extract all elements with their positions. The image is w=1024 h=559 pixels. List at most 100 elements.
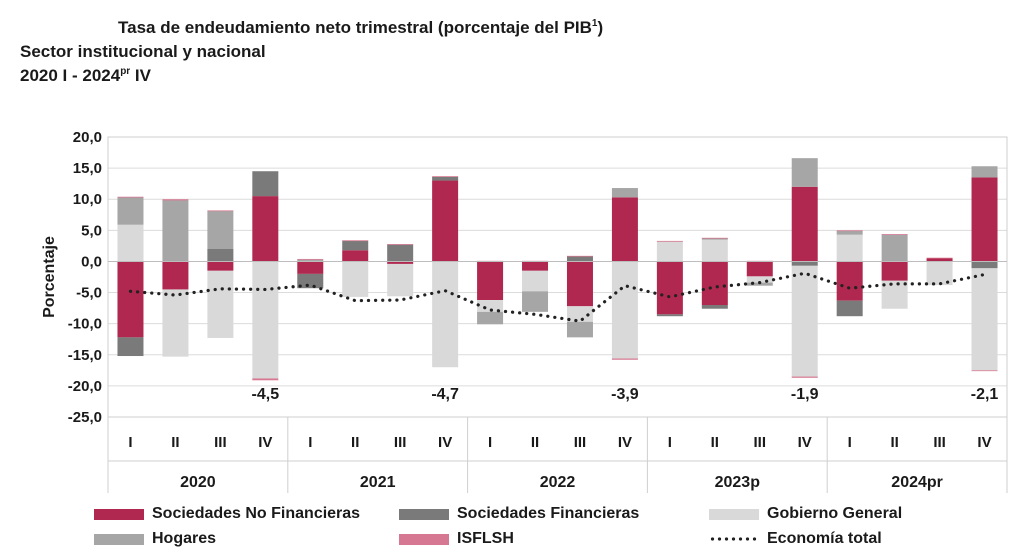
bar-sociedades-financieras <box>701 305 728 309</box>
bar-sociedades-financieras <box>836 300 863 317</box>
x-tick-label: IV <box>977 434 991 451</box>
bar-gobierno-general <box>477 300 504 312</box>
x-tick-label: I <box>308 434 312 451</box>
legend-dotted-line <box>709 537 759 541</box>
y-tick-label: -5,0 <box>76 285 102 302</box>
x-tick-label: I <box>488 434 492 451</box>
legend-label: ISFLSH <box>457 530 514 547</box>
bar-isflsh <box>342 240 369 242</box>
legend-swatch <box>399 533 449 545</box>
x-tick-label: III <box>394 434 407 451</box>
legend-label: Sociedades Financieras <box>457 505 640 522</box>
legend-swatch <box>94 508 144 520</box>
x-tick-label: I <box>848 434 852 451</box>
bar-sociedades-financieras <box>432 176 459 181</box>
data-label: -4,7 <box>431 386 459 403</box>
bar-gobierno-general <box>656 241 683 262</box>
bar-isflsh <box>207 210 234 212</box>
bar-sociedades-no-financieras <box>656 261 683 315</box>
bar-hogares <box>162 200 189 262</box>
x-tick-label: IV <box>258 434 272 451</box>
bar-sociedades-no-financieras <box>791 186 818 262</box>
legend-swatch <box>94 533 144 545</box>
bar-gobierno-general <box>926 261 953 286</box>
bar-sociedades-no-financieras <box>297 261 324 274</box>
x-tick-label: II <box>171 434 179 451</box>
bar-hogares <box>971 166 998 178</box>
bar-sociedades-financieras <box>971 261 998 269</box>
x-tick-label: II <box>351 434 359 451</box>
data-label: -2,1 <box>971 386 999 403</box>
bar-gobierno-general <box>252 261 279 379</box>
year-label: 2020 <box>180 474 216 491</box>
bar-sociedades-no-financieras <box>971 177 998 262</box>
legend-label: Hogares <box>152 530 217 547</box>
y-tick-label: -15,0 <box>68 347 102 364</box>
x-tick-label: I <box>128 434 132 451</box>
bar-hogares <box>566 321 593 338</box>
bar-gobierno-general <box>162 289 189 357</box>
bar-sociedades-no-financieras <box>162 261 189 290</box>
y-tick-label: 5,0 <box>81 222 102 239</box>
data-label: -1,9 <box>791 386 819 403</box>
bar-sociedades-financieras <box>252 171 279 197</box>
bar-gobierno-general <box>117 224 144 262</box>
bar-isflsh <box>701 237 728 239</box>
legend-item: Economía total <box>709 530 882 548</box>
legend-swatch <box>399 508 449 520</box>
y-tick-label: 20,0 <box>73 129 102 146</box>
bar-isflsh <box>971 370 998 372</box>
bar-isflsh <box>656 240 683 242</box>
x-tick-label: I <box>668 434 672 451</box>
y-tick-label: -20,0 <box>68 378 102 395</box>
legend-item: ISFLSH <box>399 530 514 548</box>
bar-sociedades-no-financieras <box>926 258 953 262</box>
bar-sociedades-financieras <box>117 337 144 357</box>
bar-hogares <box>207 211 234 249</box>
line-economia-total <box>128 271 987 323</box>
y-tick-label: -25,0 <box>68 409 102 426</box>
bar-hogares <box>477 311 504 325</box>
chart-period: 2020 I - 2024pr IV <box>20 66 151 85</box>
x-tick-label: II <box>711 434 719 451</box>
bar-gobierno-general <box>701 239 728 262</box>
bar-hogares <box>297 259 324 262</box>
bar-gobierno-general <box>522 270 549 292</box>
chart-title-block: Tasa de endeudamiento neto trimestral (p… <box>20 16 603 88</box>
bar-hogares <box>522 291 549 312</box>
bar-gobierno-general <box>342 261 369 297</box>
legend: Sociedades No Financieras Sociedades Fina… <box>94 500 994 556</box>
year-label: 2022 <box>540 474 576 491</box>
bar-isflsh <box>836 230 863 232</box>
plot-frame <box>107 136 1008 418</box>
x-tick-label: III <box>933 434 946 451</box>
bar-sociedades-no-financieras <box>342 250 369 262</box>
bar-isflsh <box>117 196 144 198</box>
bar-isflsh <box>881 234 908 235</box>
y-tick-label: 0,0 <box>81 253 102 270</box>
data-label: -3,9 <box>611 386 639 403</box>
legend-item: Gobierno General <box>709 505 902 523</box>
bar-gobierno-general <box>746 276 773 283</box>
bar-sociedades-no-financieras <box>387 261 414 264</box>
bar-hogares <box>836 230 863 235</box>
x-tick-label: III <box>574 434 587 451</box>
bar-gobierno-general <box>566 306 593 322</box>
x-tick-label: III <box>754 434 767 451</box>
bar-sociedades-no-financieras <box>701 261 728 305</box>
bar-isflsh <box>252 378 279 381</box>
bar-hogares <box>117 197 144 225</box>
bar-hogares <box>881 234 908 262</box>
bar-isflsh <box>432 176 459 177</box>
bar-sociedades-no-financieras <box>881 261 908 281</box>
year-label: 2024pr <box>891 474 943 491</box>
y-tick-label: 10,0 <box>73 191 102 208</box>
bar-gobierno-general <box>971 268 998 371</box>
chart-subtitle: Sector institucional y nacional <box>20 42 266 61</box>
bar-sociedades-financieras <box>297 273 324 289</box>
bar-sociedades-financieras <box>207 249 234 262</box>
y-axis-title: Porcentaje <box>41 236 58 318</box>
x-tick-label: IV <box>798 434 812 451</box>
bar-gobierno-general <box>881 280 908 309</box>
bar-isflsh <box>297 258 324 260</box>
